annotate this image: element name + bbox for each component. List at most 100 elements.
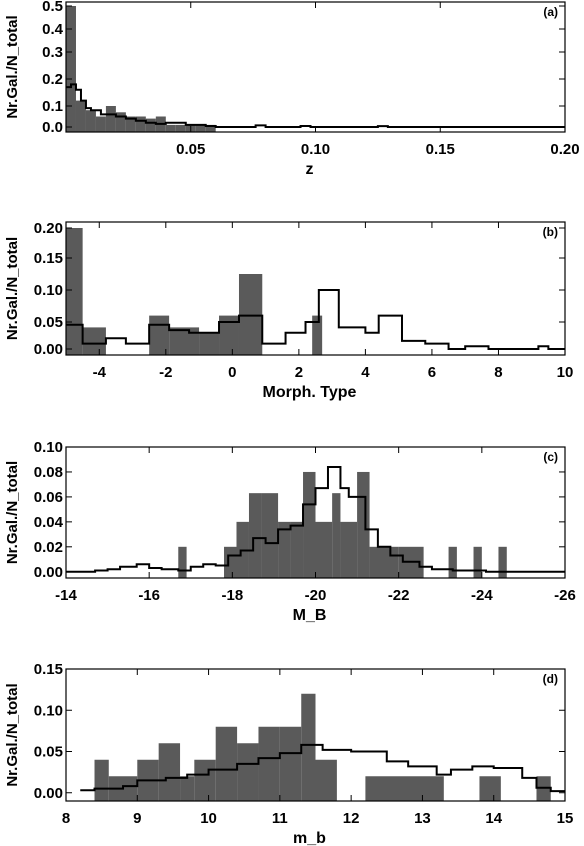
y-tick-label: 0.10 <box>34 702 63 719</box>
y-axis-label: Nr.Gal./N_total <box>4 461 21 564</box>
axes-frame <box>65 1 566 133</box>
plot-area <box>66 465 565 578</box>
hist-bar <box>498 546 507 578</box>
y-tick-label: 0.10 <box>34 439 63 456</box>
hist-bar <box>301 693 316 801</box>
panel-label: (c) <box>543 450 558 464</box>
x-tick-label: 6 <box>428 364 436 381</box>
step-histogram-line <box>66 465 565 573</box>
hist-bar <box>158 743 181 801</box>
x-tick-label: -4 <box>93 364 107 381</box>
hist-bar <box>95 116 106 132</box>
hist-bar <box>365 776 444 801</box>
panel-label: (a) <box>543 5 558 19</box>
y-tick-label: 0.2 <box>42 71 63 88</box>
x-tick-label: 8 <box>494 364 502 381</box>
panel-c: -14 -16 -18 -20 -22 -24 -26 0.00 0.02 0.04 0.06 0.0… <box>4 439 576 624</box>
hist-bar <box>340 521 358 578</box>
hist-bar <box>175 124 186 132</box>
hist-bar <box>205 124 216 132</box>
hist-bar <box>315 759 337 801</box>
y-tick-label: 0.00 <box>34 564 63 581</box>
plot-area <box>66 228 565 355</box>
x-tick-label: 11 <box>272 810 288 827</box>
x-tick-label: 9 <box>133 810 141 827</box>
y-axis-label: Nr.Gal./N_total <box>4 237 21 340</box>
y-tick-label: 0.08 <box>34 464 63 481</box>
step-histogram-line <box>66 83 565 128</box>
hist-bar <box>369 546 399 578</box>
hist-bar <box>303 471 316 578</box>
y-tick-label: 0.00 <box>34 341 63 358</box>
x-axis-label: Morph. Type <box>263 384 357 401</box>
y-tick-label: 0.05 <box>34 314 63 331</box>
hist-bar <box>261 493 279 578</box>
x-axis-label: M_B <box>293 607 327 624</box>
axes-frame <box>65 668 566 802</box>
y-tick-label: 0.10 <box>34 282 63 299</box>
x-tick-label: 12 <box>343 810 360 827</box>
x-tick-label: -18 <box>221 587 243 604</box>
hist-bar <box>357 471 370 578</box>
y-tick-label: 0.04 <box>34 514 64 531</box>
hist-bar <box>258 726 280 801</box>
hist-bar <box>145 118 156 132</box>
x-tick-label: -26 <box>554 587 576 604</box>
hist-bar <box>82 327 106 355</box>
x-tick-label: 0.10 <box>301 141 330 158</box>
x-tick-label: 0.20 <box>550 141 579 158</box>
hist-bar <box>180 776 195 801</box>
hist-bar <box>279 726 302 801</box>
hist-bar <box>135 116 146 132</box>
x-tick-label: 0 <box>228 364 236 381</box>
plot-area <box>66 6 565 132</box>
panel-b: -4 -2 0 2 4 6 8 10 0.00 0.05 0.10 0.15 0.20 (b) Morph.… <box>4 220 573 401</box>
x-tick-label: 8 <box>62 810 70 827</box>
x-tick-label: -14 <box>55 587 77 604</box>
x-tick-label: 0.05 <box>176 141 205 158</box>
y-tick-label: 0.02 <box>34 539 63 556</box>
hist-bar <box>115 112 126 132</box>
x-tick-label: 2 <box>295 364 303 381</box>
plot-area <box>80 693 565 801</box>
x-tick-label: 14 <box>485 810 502 827</box>
y-tick-label: 0.05 <box>34 744 63 761</box>
y-tick-label: 0.15 <box>34 661 63 678</box>
hist-bar <box>237 743 259 801</box>
y-tick-label: 0.1 <box>42 98 63 115</box>
y-tick-label: 0.06 <box>34 489 63 506</box>
x-tick-label: 13 <box>414 810 431 827</box>
hist-bar <box>66 6 76 132</box>
hist-bar <box>199 332 220 355</box>
hist-bar <box>332 493 341 578</box>
hist-bar <box>165 124 176 132</box>
x-tick-label: 4 <box>361 364 370 381</box>
hist-bar <box>75 100 86 132</box>
x-tick-label: -24 <box>471 587 493 604</box>
hist-bar <box>125 116 136 132</box>
y-axis-label: Nr.Gal./N_total <box>4 15 21 118</box>
x-tick-label: -20 <box>305 587 327 604</box>
x-axis-label: m_b <box>293 830 326 846</box>
x-tick-label: -16 <box>138 587 160 604</box>
y-axis-label: Nr.Gal./N_total <box>4 683 21 786</box>
y-tick-label: 0.15 <box>34 250 63 267</box>
hist-bar <box>169 327 200 355</box>
panel-a: 0.05 0.10 0.15 0.20 0.0 0.1 0.2 0.3 0.4 0.5 (a) z Nr… <box>4 0 580 178</box>
hist-bar <box>312 315 323 355</box>
hist-bar <box>105 106 116 132</box>
hist-bar <box>473 546 482 578</box>
hist-bar <box>215 726 238 801</box>
hist-bar <box>238 274 263 355</box>
hist-bar <box>479 776 501 801</box>
hist-bar <box>290 521 304 578</box>
step-histogram-line <box>66 289 565 350</box>
y-tick-label: 0.20 <box>34 220 63 237</box>
x-tick-label: 10 <box>200 810 217 827</box>
hist-bar <box>195 124 206 132</box>
hist-bar <box>224 546 237 578</box>
panel-label: (b) <box>543 225 558 239</box>
hist-bar <box>66 228 83 355</box>
y-tick-label: 0.3 <box>42 44 63 61</box>
